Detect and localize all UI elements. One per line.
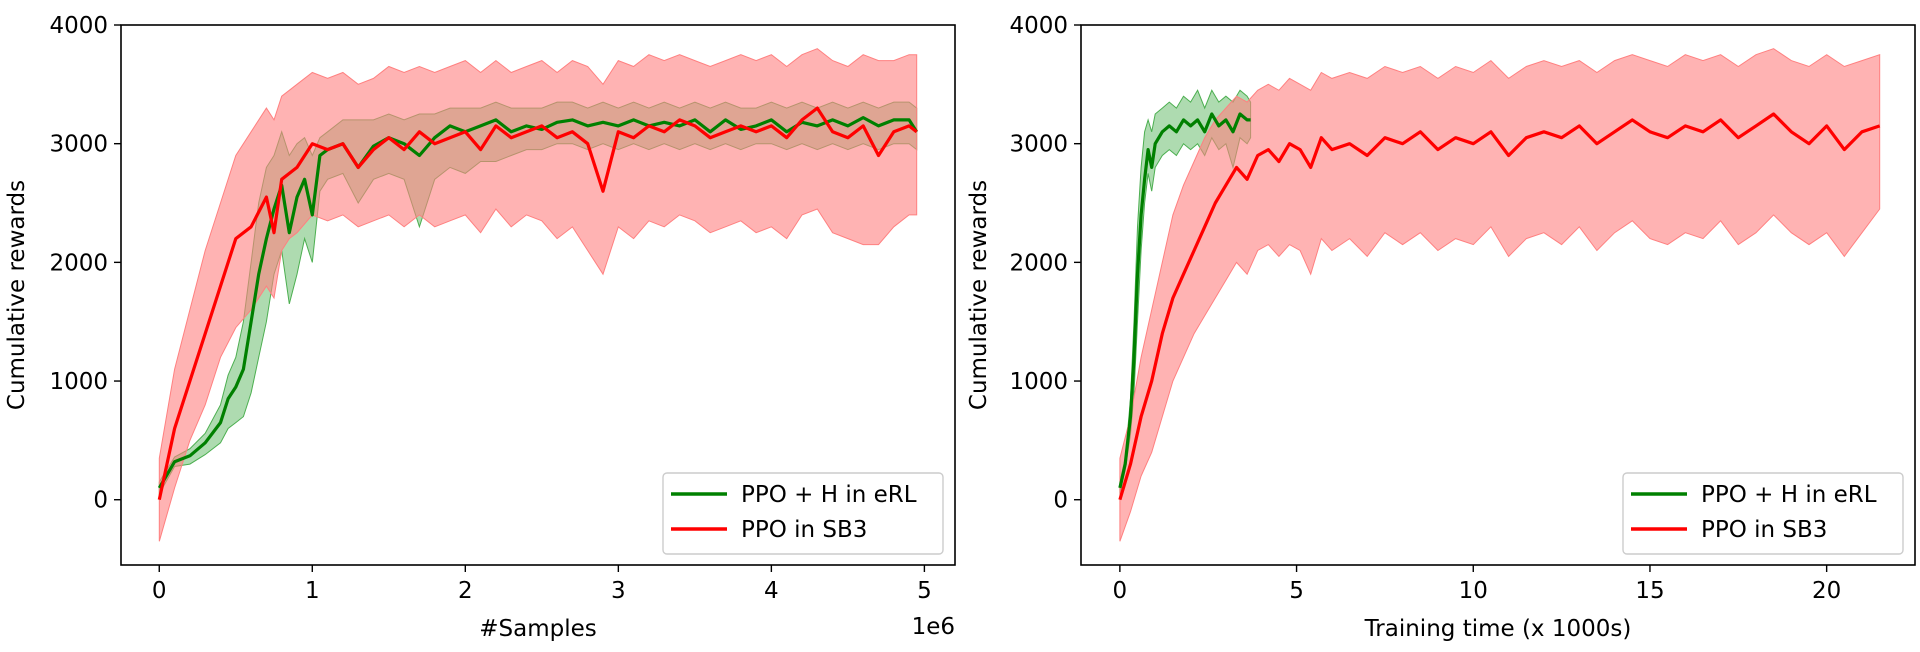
x-tick-label: 0 xyxy=(152,578,167,604)
y-axis-label: Cumulative rewards xyxy=(966,180,992,410)
y-ticks: 0 1000 2000 3000 4000 xyxy=(1009,13,1081,514)
legend-label-erl: PPO + H in eRL xyxy=(741,482,917,508)
x-tick-label: 10 xyxy=(1459,578,1488,604)
x-tick-label: 15 xyxy=(1635,578,1664,604)
band-ppo-sb3 xyxy=(1119,48,1881,542)
x-ticks: 0 1 2 3 4 5 xyxy=(152,565,932,604)
x-tick-label: 2 xyxy=(458,578,473,604)
y-tick-label: 3000 xyxy=(49,132,108,158)
x-tick-label: 3 xyxy=(611,578,626,604)
y-axis-label: Cumulative rewards xyxy=(4,180,30,410)
axes-frame xyxy=(120,24,956,566)
x-tick-label: 20 xyxy=(1812,578,1841,604)
y-tick-label: 3000 xyxy=(1009,132,1068,158)
y-tick-label: 2000 xyxy=(1009,250,1068,276)
line-ppo-h-erl xyxy=(1118,112,1251,489)
legend-label-erl: PPO + H in eRL xyxy=(1701,482,1877,508)
y-tick-label: 2000 xyxy=(49,250,108,276)
legend-box xyxy=(662,472,944,555)
x-scale-label: 1e6 xyxy=(912,614,955,640)
y-ticks: 0 1000 2000 3000 4000 xyxy=(49,13,121,514)
x-tick-label: 5 xyxy=(917,578,932,604)
line-ppo-h-erl xyxy=(157,115,919,489)
x-axis-label: #Samples xyxy=(479,616,597,642)
confidence-bands xyxy=(1119,48,1881,542)
chart-panel-samples: 0 1 2 3 4 5 0 1000 2000 3000 4000 #Samples Cumula… xyxy=(4,13,956,642)
band-ppo-sb3 xyxy=(158,48,918,542)
x-tick-label: 0 xyxy=(1113,578,1128,604)
chart-panel-training-time: 0 5 10 15 20 0 1000 2000 3000 4000 Training time… xyxy=(966,13,1916,642)
x-tick-label: 5 xyxy=(1289,578,1304,604)
legend: PPO + H in eRL PPO in SB3 xyxy=(1622,472,1904,555)
x-tick-label: 4 xyxy=(764,578,779,604)
series-lines xyxy=(157,106,919,501)
series-lines xyxy=(1118,112,1881,501)
line-ppo-sb3 xyxy=(157,106,918,501)
x-tick-label: 1 xyxy=(305,578,320,604)
line-ppo-sb3 xyxy=(1118,112,1881,501)
legend-label-sb3: PPO in SB3 xyxy=(1701,517,1827,543)
legend-box xyxy=(1622,472,1904,555)
legend: PPO + H in eRL PPO in SB3 xyxy=(662,472,944,555)
y-tick-label: 1000 xyxy=(1009,369,1068,395)
y-tick-label: 4000 xyxy=(49,13,108,39)
y-tick-label: 4000 xyxy=(1009,13,1068,39)
x-axis-label: Training time (x 1000s) xyxy=(1364,616,1632,642)
y-tick-label: 0 xyxy=(93,488,108,514)
x-ticks: 0 5 10 15 20 xyxy=(1113,565,1841,604)
y-tick-label: 1000 xyxy=(49,369,108,395)
legend-label-sb3: PPO in SB3 xyxy=(741,517,867,543)
axes-frame xyxy=(1080,24,1916,566)
confidence-bands xyxy=(158,48,918,542)
y-tick-label: 0 xyxy=(1053,488,1068,514)
